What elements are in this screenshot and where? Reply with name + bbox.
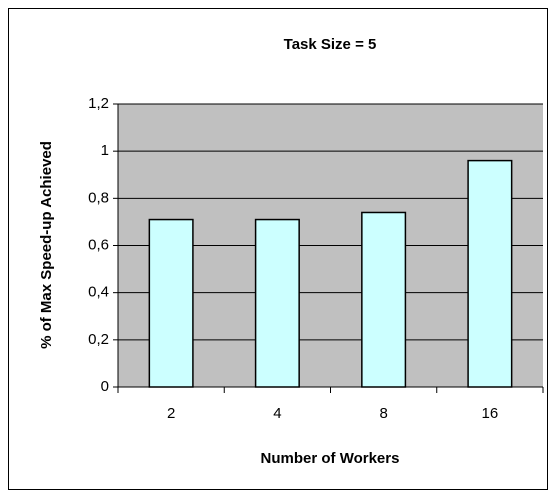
bar (254, 218, 300, 388)
x-tick-label: 2 (167, 405, 175, 422)
y-axis-label: % of Max Speed-up Achieved (38, 141, 55, 349)
bar (148, 218, 194, 388)
bar (361, 211, 407, 388)
y-tick-label: 0,8 (88, 189, 109, 206)
x-tick-label: 16 (482, 405, 499, 422)
y-tick-label: 1 (101, 142, 109, 159)
x-tick-label: 8 (379, 405, 387, 422)
bar (467, 159, 513, 388)
y-tick-label: 0 (101, 378, 109, 395)
y-tick-label: 0,4 (88, 284, 109, 301)
chart-title: Task Size = 5 (284, 36, 377, 53)
y-tick-label: 0,2 (88, 331, 109, 348)
x-tick-label: 4 (273, 405, 281, 422)
y-tick-label: 0,6 (88, 236, 109, 253)
x-axis-label: Number of Workers (261, 450, 400, 467)
y-tick-label: 1,2 (88, 95, 109, 112)
